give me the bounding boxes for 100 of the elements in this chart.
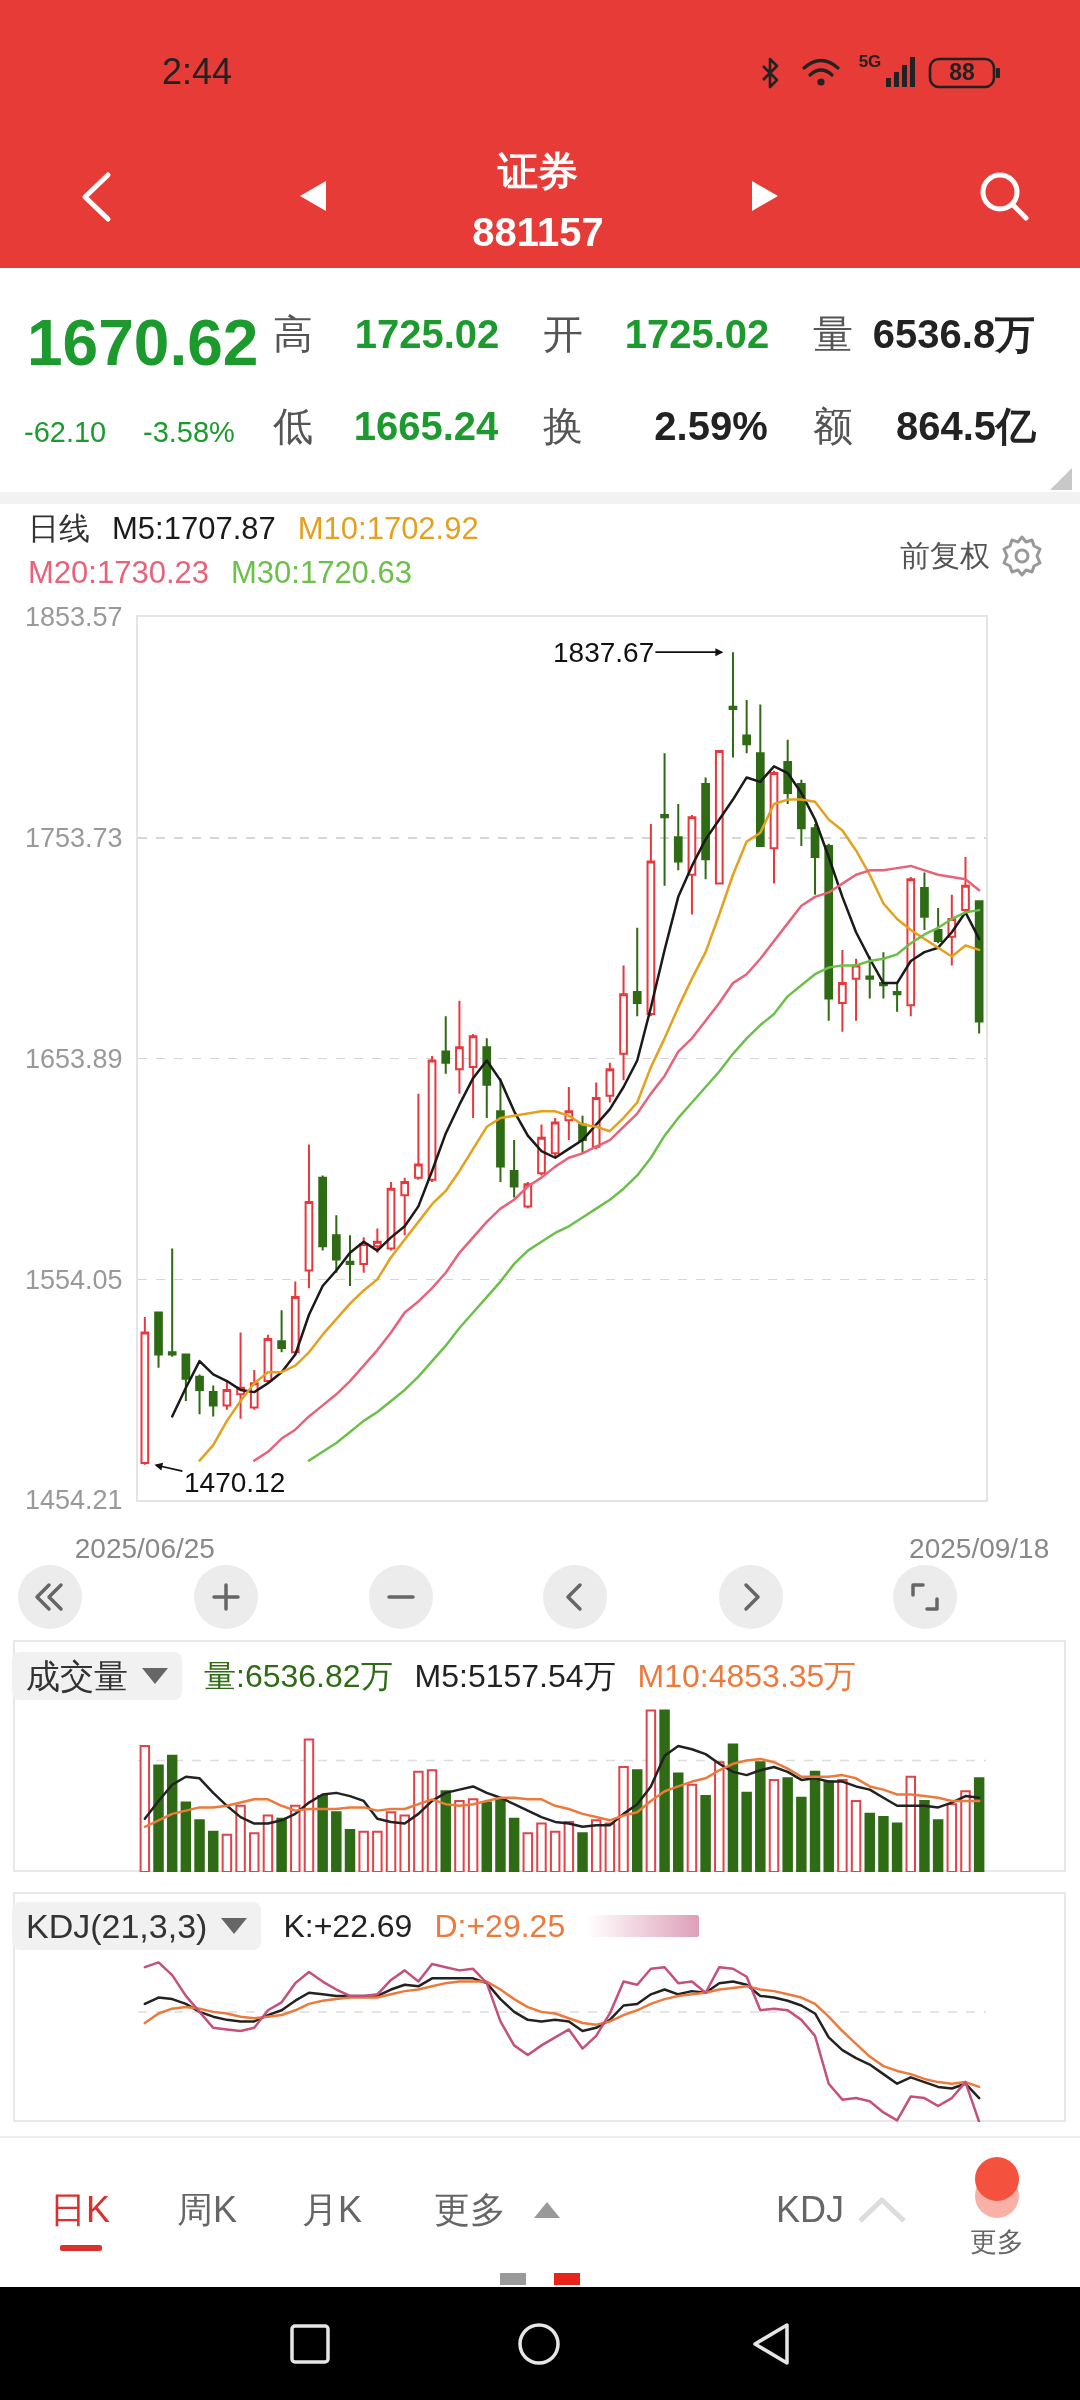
bar	[891, 1822, 903, 1872]
bar	[919, 1799, 930, 1872]
candlestick	[277, 1309, 286, 1354]
text: 证券	[498, 148, 578, 195]
bar	[536, 1822, 547, 1872]
text: -3.58%	[143, 414, 235, 450]
candlestick	[660, 752, 669, 887]
candlestick	[373, 1227, 382, 1254]
text: 月K	[301, 2188, 363, 2232]
candlestick	[236, 1331, 245, 1420]
text: 更多	[970, 2225, 1024, 2259]
text: M10:4853.35万	[637, 1657, 857, 1696]
bar	[153, 1764, 164, 1872]
text: 量	[813, 311, 853, 358]
text: 6536.8万	[872, 311, 1036, 358]
candlestick	[304, 1143, 314, 1290]
bar	[139, 1745, 151, 1872]
bar	[714, 1761, 725, 1872]
bar	[166, 1754, 178, 1872]
candlestick	[359, 1236, 369, 1274]
bar	[768, 1778, 780, 1872]
bar	[905, 1775, 917, 1872]
text: 88	[949, 59, 975, 87]
bar	[796, 1796, 807, 1872]
bar	[809, 1770, 821, 1872]
x-tick-label: 2025/06/25	[74, 1532, 215, 1564]
candlestick	[632, 926, 642, 1018]
bar	[590, 1819, 602, 1872]
candlestick	[331, 1214, 341, 1274]
bar	[755, 1761, 766, 1872]
bar	[618, 1766, 629, 1872]
y-tick-label: 1753.73	[24, 823, 123, 854]
candlestick	[181, 1353, 191, 1402]
y-tick-label: 1554.05	[24, 1264, 123, 1295]
text: 2:44	[161, 50, 233, 94]
bar	[358, 1830, 369, 1872]
bar	[946, 1803, 958, 1872]
candlestick	[441, 1015, 451, 1075]
candlestick	[892, 982, 902, 1013]
bar	[221, 1833, 233, 1872]
bar	[645, 1709, 657, 1872]
text: 881157	[472, 209, 604, 256]
text: 低	[273, 403, 313, 450]
candlestick	[879, 951, 888, 1000]
y-tick-label: 1653.89	[24, 1043, 123, 1074]
candlestick	[222, 1380, 232, 1411]
candlestick	[167, 1247, 177, 1358]
text: M10:1702.92	[297, 510, 479, 548]
bar	[837, 1778, 848, 1872]
candlestick	[851, 957, 861, 1022]
text: 5G	[858, 51, 882, 73]
candlestick	[755, 703, 765, 847]
text: M5:1707.87	[112, 510, 276, 548]
text: 1725.02	[354, 311, 500, 358]
chart-title: KDJ(21,3,3)	[26, 1906, 208, 1947]
candlestick	[906, 875, 916, 1018]
bar	[700, 1795, 711, 1872]
candlestick	[933, 906, 943, 945]
series-label: K:+22.69	[283, 1907, 413, 1946]
bar	[372, 1830, 383, 1872]
candlestick	[455, 999, 464, 1095]
bar	[549, 1830, 561, 1872]
text: 2.59%	[654, 403, 768, 450]
x-tick-label: 2025/09/18	[909, 1532, 1050, 1564]
bar	[932, 1819, 944, 1872]
bar	[878, 1816, 889, 1872]
bar	[194, 1819, 205, 1872]
candlestick	[550, 1116, 560, 1159]
text: M5:5157.54万	[414, 1657, 616, 1696]
bar	[317, 1795, 328, 1872]
y-tick-label: 1454.21	[24, 1485, 123, 1516]
bar	[180, 1801, 192, 1872]
candlestick	[673, 802, 683, 872]
candlestick	[646, 822, 656, 1018]
text: 864.5亿	[895, 403, 1037, 450]
bar	[413, 1770, 424, 1872]
candlestick	[318, 1174, 327, 1252]
text: 周K	[176, 2188, 238, 2232]
bar	[563, 1820, 575, 1872]
candlestick	[728, 651, 738, 759]
candlestick	[619, 964, 628, 1082]
candlestick	[687, 814, 697, 916]
candlestick	[974, 900, 984, 1035]
candlestick	[701, 776, 710, 881]
bar	[659, 1709, 670, 1872]
bar	[960, 1790, 971, 1872]
legend-title: 日线	[28, 510, 90, 548]
text: M30:1720.63	[230, 554, 412, 592]
candlestick	[769, 769, 779, 885]
bar	[467, 1798, 479, 1872]
bar	[276, 1817, 287, 1872]
text: 换	[543, 403, 583, 450]
series-label: 量:6536.82万	[204, 1657, 393, 1696]
text: KDJ	[775, 2188, 845, 2232]
bar	[262, 1814, 274, 1872]
candlestick	[865, 955, 875, 1000]
candlestick	[509, 1139, 519, 1199]
candlestick	[537, 1123, 546, 1177]
y-tick-label: 1853.57	[24, 602, 123, 633]
candlestick	[783, 738, 793, 805]
